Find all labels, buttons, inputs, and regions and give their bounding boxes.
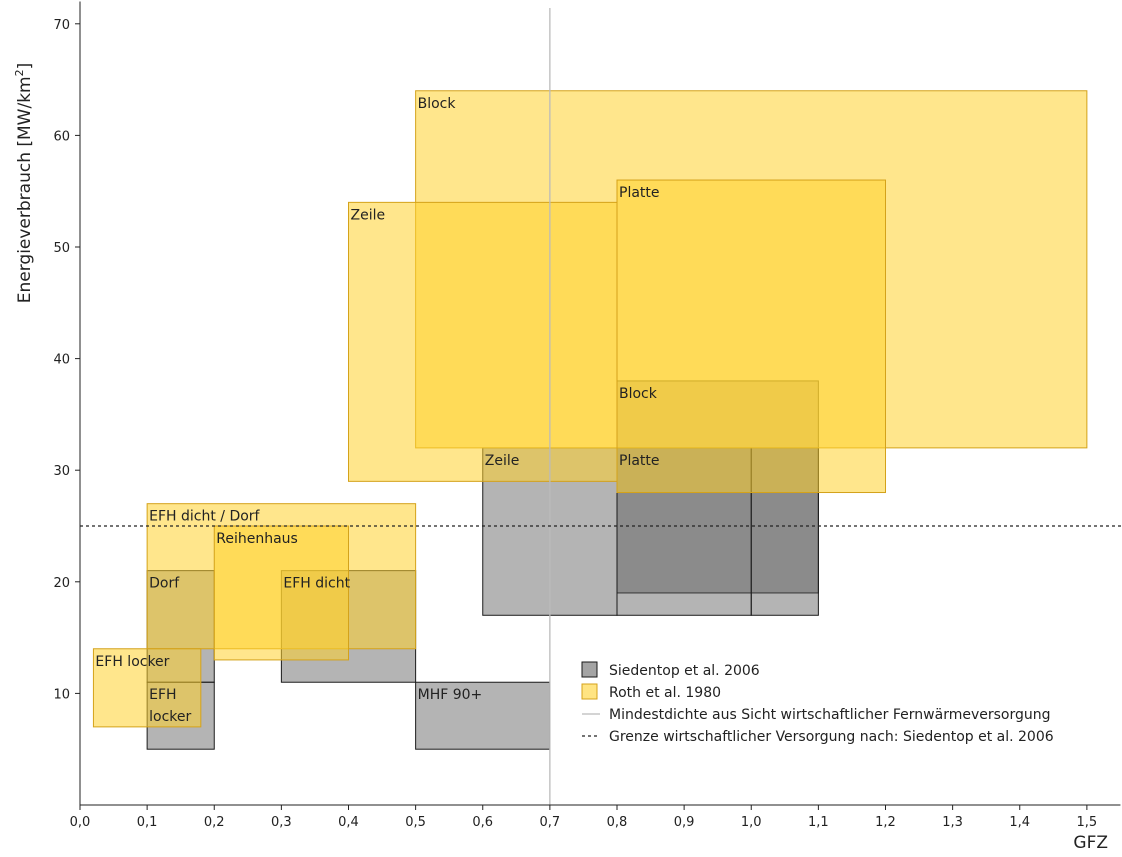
- roth-label-block: Block: [418, 96, 457, 112]
- y-axis-title-superscript: 2: [13, 69, 26, 76]
- x-tick-label: 1,3: [942, 815, 963, 830]
- legend: Siedentop et al. 2006 Roth et al. 1980 Min…: [581, 661, 1054, 745]
- legend-swatch-siedentop: [581, 661, 598, 678]
- reference-lines: [80, 8, 1122, 805]
- x-tick-label: 0,7: [540, 815, 561, 830]
- legend-label: Grenze wirtschaftlicher Versorgung nach:…: [609, 729, 1054, 745]
- legend-label: Roth et al. 1980: [609, 685, 721, 701]
- x-tick-label: 0,0: [70, 815, 91, 830]
- x-tick-label: 0,6: [472, 815, 493, 830]
- roth-box-platte: [616, 179, 886, 494]
- siedentop-label-block: Block: [619, 386, 658, 402]
- y-ticks: 10 20 30 40 50 60 70: [53, 18, 80, 702]
- y-axis-title: Energieverbrauch [MW/km2]: [13, 63, 35, 304]
- x-ticks: 0,0 0,1 0,2 0,3 0,4 0,5 0,6 0,7 0,8 0,9 1,0 1,1 1,2 1…: [70, 805, 1098, 830]
- siedentop-label-efh: EFH: [149, 687, 176, 703]
- x-tick-label: 0,5: [405, 815, 426, 830]
- y-tick-label: 20: [53, 576, 70, 591]
- y-tick-label: 50: [53, 241, 70, 256]
- siedentop-label-platte: Platte: [619, 453, 660, 469]
- roth-label-reihenhaus: Reihenhaus: [216, 531, 298, 547]
- x-tick-label: 1,5: [1077, 815, 1098, 830]
- siedentop-label-efh-dicht: EFH dicht: [283, 576, 350, 592]
- legend-label: Mindestdichte aus Sicht wirtschaftlicher…: [609, 707, 1051, 723]
- x-tick-label: 0,3: [271, 815, 292, 830]
- siedentop-label-dorf: Dorf: [149, 576, 180, 592]
- roth-box-zeile: [348, 201, 618, 482]
- y-axis-title-end: ]: [15, 63, 35, 70]
- y-tick-label: 40: [53, 353, 70, 368]
- roth-label-zeile: Zeile: [351, 207, 386, 223]
- siedentop-label-mhf-90: MHF 90+: [418, 687, 483, 703]
- legend-swatch-roth: [581, 683, 598, 700]
- roth-label-efh-locker: EFH locker: [95, 654, 169, 670]
- roth-box-reihenhaus: [213, 525, 349, 661]
- y-tick-label: 30: [53, 464, 70, 479]
- x-tick-label: 0,4: [338, 815, 359, 830]
- x-tick-label: 0,1: [137, 815, 158, 830]
- x-axis-title: GFZ: [1073, 833, 1108, 853]
- roth-label-platte: Platte: [619, 185, 660, 201]
- siedentop-label-locker: locker: [149, 709, 191, 725]
- x-tick-label: 1,2: [875, 815, 896, 830]
- roth-box-efh-locker: [92, 648, 202, 728]
- x-tick-label: 1,4: [1009, 815, 1030, 830]
- siedentop-box-mhf-90: [415, 681, 551, 750]
- x-tick-label: 0,2: [204, 815, 225, 830]
- y-tick-label: 70: [53, 18, 70, 33]
- x-tick-label: 0,8: [607, 815, 628, 830]
- legend-label: Siedentop et al. 2006: [609, 663, 760, 679]
- x-tick-label: 1,1: [808, 815, 829, 830]
- roth-boxes: [92, 90, 1088, 728]
- y-tick-label: 10: [53, 687, 70, 702]
- x-tick-label: 0,9: [674, 815, 695, 830]
- x-tick-label: 1,0: [741, 815, 762, 830]
- y-tick-label: 60: [53, 129, 70, 144]
- box-labels: Zeile Block Platte Dorf EFH dicht EFH locker MH…: [95, 96, 659, 725]
- siedentop-label-zeile: Zeile: [485, 453, 520, 469]
- roth-label-efh-dicht-dorf: EFH dicht / Dorf: [149, 509, 260, 525]
- y-axis-title-main: Energieverbrauch [MW/km: [15, 76, 35, 303]
